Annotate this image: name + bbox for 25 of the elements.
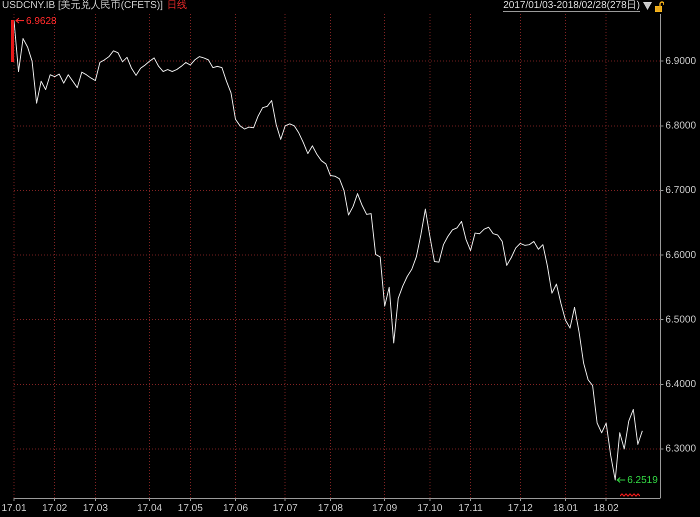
- annotation: 6.2519: [627, 475, 658, 486]
- x-tick-label: 17.10: [417, 502, 443, 514]
- x-tick-label: 17.03: [82, 502, 108, 514]
- x-tick-label: 17.04: [137, 502, 163, 514]
- text: 2017/01/03-2018/02/28(278日): [503, 0, 640, 12]
- y-tick-label: 6.7000: [665, 185, 696, 196]
- x-tick-label: 17.01: [1, 502, 27, 514]
- x-tick-label: 17.05: [178, 502, 204, 514]
- y-tick-label: 6.5000: [665, 314, 696, 326]
- y-tick-label: 6.8000: [665, 120, 696, 132]
- x-tick-label: 17.12: [508, 502, 534, 514]
- y-tick-label: 6.9000: [665, 56, 696, 67]
- y-tick-label: 6.6000: [665, 250, 696, 261]
- x-tick-label: 17.11: [458, 502, 484, 514]
- x-tick-label: 18.02: [594, 502, 620, 514]
- x-tick-label: 18.01: [552, 502, 578, 514]
- x-tick-label: 17.08: [318, 502, 344, 514]
- y-tick-label: 6.4000: [665, 379, 696, 390]
- x-tick-label: 17.09: [372, 502, 398, 514]
- y-tick-label: 6.3000: [665, 444, 696, 455]
- x-tick-label: 17.02: [42, 502, 68, 514]
- x-tick-label: 17.07: [272, 502, 298, 514]
- x-tick-label: 17.06: [222, 502, 248, 514]
- annotation: 6.9628: [26, 16, 58, 27]
- chart-subtitle: 日线: [166, 0, 187, 11]
